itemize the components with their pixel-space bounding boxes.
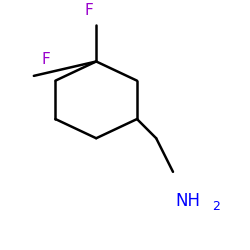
Text: 2: 2: [212, 200, 220, 213]
Text: F: F: [42, 52, 50, 66]
Text: F: F: [85, 3, 94, 18]
Text: NH: NH: [176, 192, 201, 210]
